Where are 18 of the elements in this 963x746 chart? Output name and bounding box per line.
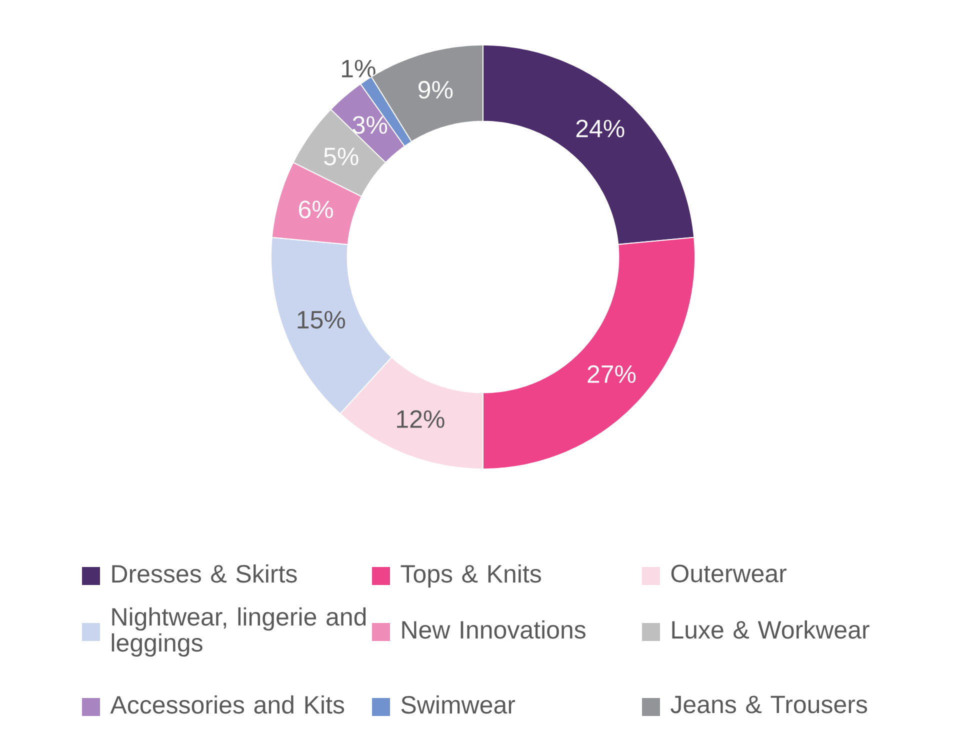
data-label: 1%: [342, 60, 376, 78]
data-label: 9%: [418, 80, 453, 99]
data-label: 3%: [352, 116, 388, 134]
data-label: 12%: [397, 410, 444, 428]
data-label: 6%: [299, 200, 333, 218]
legend-label: Outerwear: [671, 564, 786, 582]
legend-label: Dresses & Skirts: [112, 564, 297, 583]
data-label: 27%: [588, 365, 636, 383]
legend-label: Jeans & Trousers: [670, 696, 868, 714]
data-label: 5%: [324, 148, 358, 166]
legend-label: Swimwear: [401, 695, 516, 714]
legend-label: Luxe & Workwear: [672, 620, 870, 639]
legend-label: Accessories and Kits: [110, 695, 344, 714]
data-label: 24%: [576, 120, 624, 138]
legend-label: Nightwear, lingerie and leggings: [112, 607, 366, 657]
legend-label: Tops & Knits: [400, 564, 541, 588]
data-label: 15%: [298, 310, 346, 329]
legend-label: New Innovations: [402, 620, 586, 639]
